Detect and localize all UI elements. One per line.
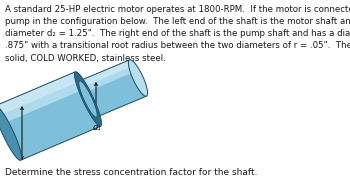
Polygon shape bbox=[0, 72, 101, 160]
Text: d₁: d₁ bbox=[93, 123, 101, 132]
Polygon shape bbox=[0, 72, 84, 124]
Polygon shape bbox=[128, 60, 148, 96]
Text: d₂: d₂ bbox=[8, 137, 17, 146]
Polygon shape bbox=[79, 60, 146, 117]
Polygon shape bbox=[79, 81, 97, 117]
Polygon shape bbox=[0, 72, 80, 115]
Polygon shape bbox=[75, 72, 102, 126]
Text: A standard 25-HP electric motor operates at 1800-RPM.  If the motor is connected: A standard 25-HP electric motor operates… bbox=[5, 5, 350, 63]
Text: Determine the stress concentration factor for the shaft.: Determine the stress concentration facto… bbox=[5, 168, 258, 177]
Polygon shape bbox=[79, 60, 135, 93]
Polygon shape bbox=[0, 106, 22, 160]
Polygon shape bbox=[79, 60, 133, 87]
